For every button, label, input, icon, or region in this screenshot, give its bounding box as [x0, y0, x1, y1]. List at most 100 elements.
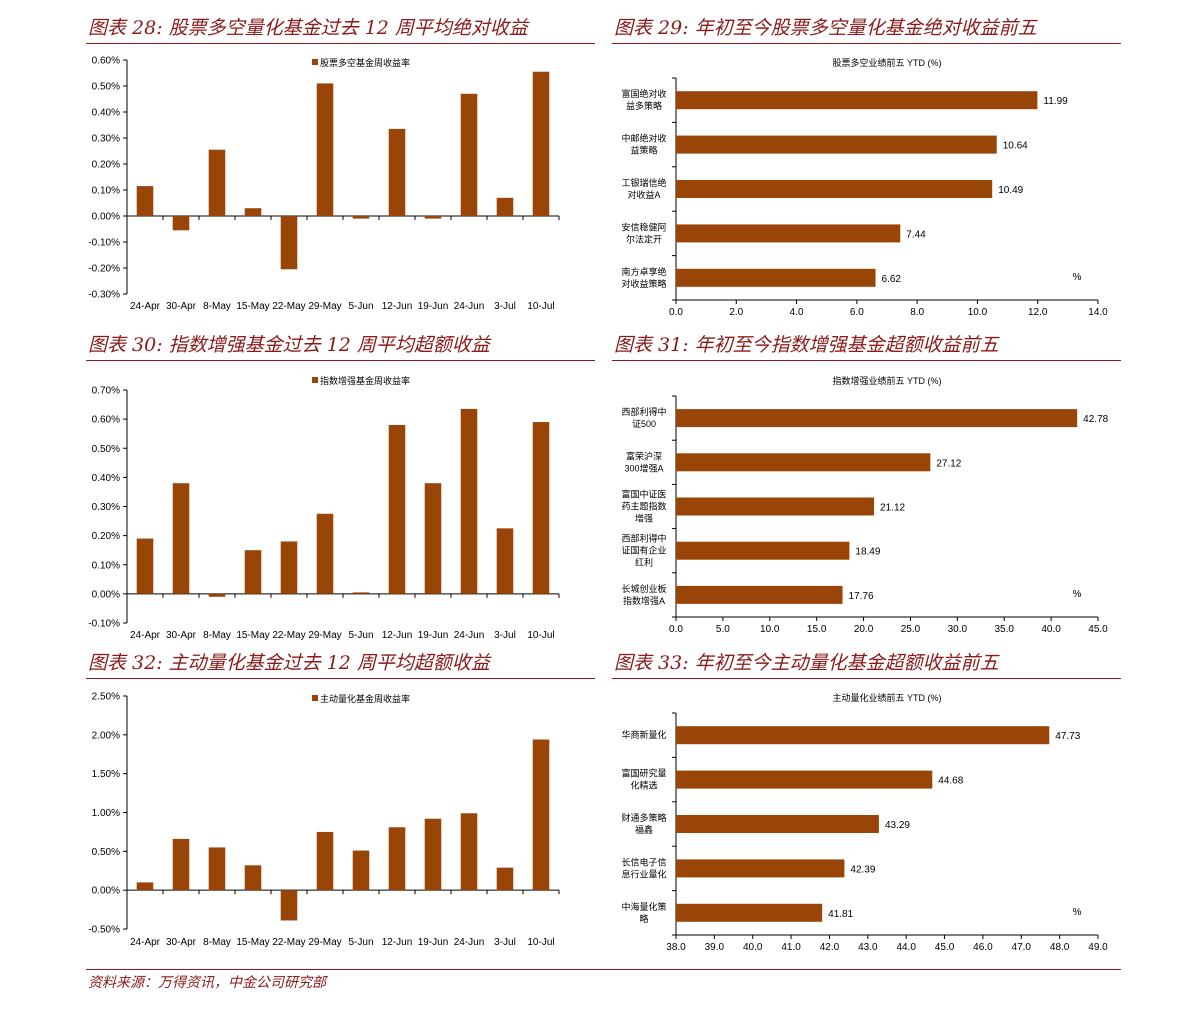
bar: [280, 216, 298, 270]
bar: [676, 135, 997, 154]
x-tick-label: 39.0: [705, 942, 725, 953]
y-tick-label: 1.00%: [92, 808, 120, 819]
category-label: 富国绝对收: [621, 88, 666, 99]
x-tick-label: 29-May: [308, 630, 341, 641]
y-tick-label: 0.00%: [92, 886, 120, 897]
category-label: 增强: [635, 513, 653, 524]
y-tick-label: -0.50%: [88, 925, 120, 936]
y-tick-label: 0.40%: [92, 108, 120, 119]
x-tick-label: 46.0: [973, 942, 993, 953]
x-tick-label: 3-Jul: [494, 301, 516, 312]
chart-title: 股票多空业绩前五 YTD (%): [833, 57, 942, 68]
x-tick-label: 29-May: [308, 937, 341, 948]
y-tick-label: -0.30%: [88, 290, 120, 301]
bar: [496, 197, 514, 216]
bar: [244, 865, 262, 891]
x-tick-label: 6.0: [850, 307, 864, 318]
legend-label: 主动量化基金周收益率: [320, 693, 410, 704]
category-label: 化精选: [630, 780, 657, 791]
bar: [208, 593, 226, 597]
bar: [136, 186, 154, 216]
y-tick-label: -0.10%: [88, 238, 120, 249]
bar: [460, 408, 478, 594]
x-tick-label: 40.0: [1041, 624, 1061, 635]
data-label: 43.29: [885, 820, 910, 831]
bar: [208, 149, 226, 216]
title-text: 图表 28: 股票多空量化基金过去 12 周平均绝对收益: [88, 17, 528, 39]
y-tick-label: 0.60%: [92, 56, 120, 67]
bar: [388, 128, 406, 216]
x-tick-label: 19-Jun: [418, 937, 449, 948]
bar: [676, 815, 879, 833]
y-tick-label: 0.50%: [92, 444, 120, 455]
x-tick-label: 8-May: [203, 301, 231, 312]
data-label: 41.81: [828, 909, 853, 920]
data-label: 42.39: [850, 864, 875, 875]
x-tick-label: 8-May: [203, 630, 231, 641]
legend-swatch: [312, 695, 318, 701]
y-tick-label: 0.00%: [92, 212, 120, 223]
unit-label: %: [1073, 589, 1082, 600]
bar: [676, 903, 823, 922]
x-tick-label: 24-Jun: [454, 630, 485, 641]
bar: [136, 538, 154, 594]
category-label: 证500: [632, 419, 656, 429]
data-label: 10.64: [1003, 141, 1028, 152]
x-tick-label: 0.0: [669, 624, 683, 635]
category-label: 尔法定开: [626, 233, 662, 244]
y-tick-label: 2.00%: [92, 730, 120, 741]
y-tick-label: 1.50%: [92, 769, 120, 780]
category-label: 富国中证医: [621, 489, 666, 500]
legend-swatch: [312, 59, 318, 65]
x-tick-label: 5.0: [716, 624, 730, 635]
category-label: 指数增强A: [623, 595, 665, 606]
x-tick-label: 43.0: [858, 942, 878, 953]
bar: [172, 216, 190, 231]
bar: [352, 850, 370, 891]
x-tick-label: 22-May: [272, 630, 305, 641]
x-tick-label: 5-Jun: [348, 301, 373, 312]
bar: [388, 424, 406, 594]
x-tick-label: 38.0: [666, 942, 686, 953]
panel-title-32: 图表 32: 主动量化基金过去 12 周平均超额收益: [86, 650, 595, 679]
unit-label: %: [1073, 907, 1082, 918]
category-label: 中海量化策: [621, 901, 666, 912]
x-tick-label: 22-May: [272, 301, 305, 312]
x-tick-label: 24-Jun: [454, 937, 485, 948]
bar: [532, 422, 550, 594]
bar: [496, 528, 514, 594]
x-tick-label: 30-Apr: [166, 937, 197, 948]
category-label: 益多策略: [626, 100, 662, 111]
data-label: 18.49: [855, 547, 880, 558]
x-tick-label: 10-Jul: [527, 630, 554, 641]
x-tick-label: 29-May: [308, 301, 341, 312]
category-label: 300增强A: [624, 462, 663, 473]
category-label: 西部利得中: [621, 533, 666, 544]
data-label: 6.62: [882, 274, 902, 285]
panel-title-31: 图表 31: 年初至今指数增强基金超额收益前五: [612, 332, 1121, 361]
x-tick-label: 2.0: [729, 307, 743, 318]
bar: [460, 813, 478, 891]
bar: [676, 585, 843, 604]
bar: [424, 483, 442, 594]
bar: [244, 208, 262, 216]
x-tick-label: 15-May: [236, 937, 269, 948]
x-tick-label: 25.0: [901, 624, 921, 635]
title-text: 图表 29: 年初至今股票多空量化基金绝对收益前五: [614, 17, 1037, 39]
x-tick-label: 15.0: [807, 624, 827, 635]
chart-title: 主动量化业绩前五 YTD (%): [833, 692, 942, 703]
x-tick-label: 24-Apr: [130, 937, 161, 948]
bar: [316, 831, 334, 891]
category-label: 药主题指数: [621, 501, 666, 512]
data-label: 21.12: [880, 503, 905, 514]
x-tick-label: 15-May: [236, 630, 269, 641]
x-tick-label: 22-May: [272, 937, 305, 948]
category-label: 工银瑞信绝: [621, 177, 666, 188]
category-label: 安信稳健阿: [621, 221, 666, 232]
category-label: 长城创业板: [621, 583, 666, 594]
category-label: 红利: [635, 557, 653, 568]
bar: [316, 83, 334, 217]
bar: [424, 216, 442, 219]
bar: [676, 770, 933, 789]
bar: [136, 882, 154, 891]
